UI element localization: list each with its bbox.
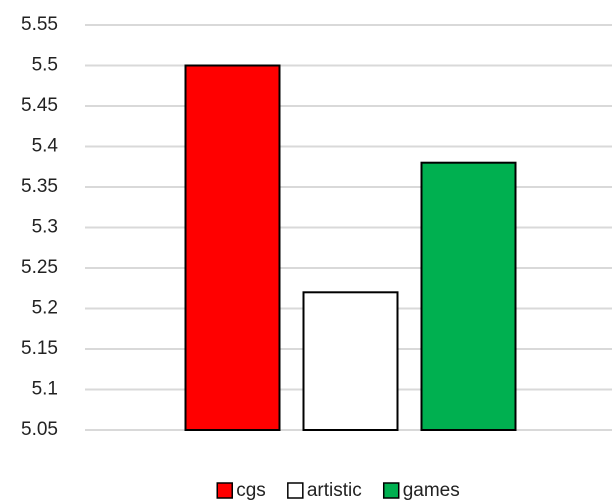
legend-label: artistic (307, 480, 362, 501)
y-tick-label: 5.25 (21, 257, 58, 278)
legend-swatch (287, 482, 304, 499)
y-tick-label: 5.45 (21, 95, 58, 116)
bar (302, 291, 399, 431)
legend-swatch (216, 482, 233, 499)
legend-swatch (382, 482, 400, 499)
y-tick-label: 5.2 (32, 298, 58, 319)
y-tick-label: 5.5 (32, 55, 58, 76)
legend-label: games (403, 480, 460, 501)
bar (184, 64, 281, 431)
legend-label: cgs (236, 480, 266, 501)
y-tick-label: 5.15 (21, 338, 58, 359)
y-tick-label: 5.05 (21, 419, 58, 440)
y-tick-label: 5.3 (32, 217, 58, 238)
y-tick-label: 5.4 (32, 136, 59, 157)
y-tick-label: 5.35 (21, 176, 58, 197)
y-tick-label: 5.55 (21, 14, 58, 35)
bar (420, 161, 517, 431)
y-tick-label: 5.1 (32, 379, 58, 400)
